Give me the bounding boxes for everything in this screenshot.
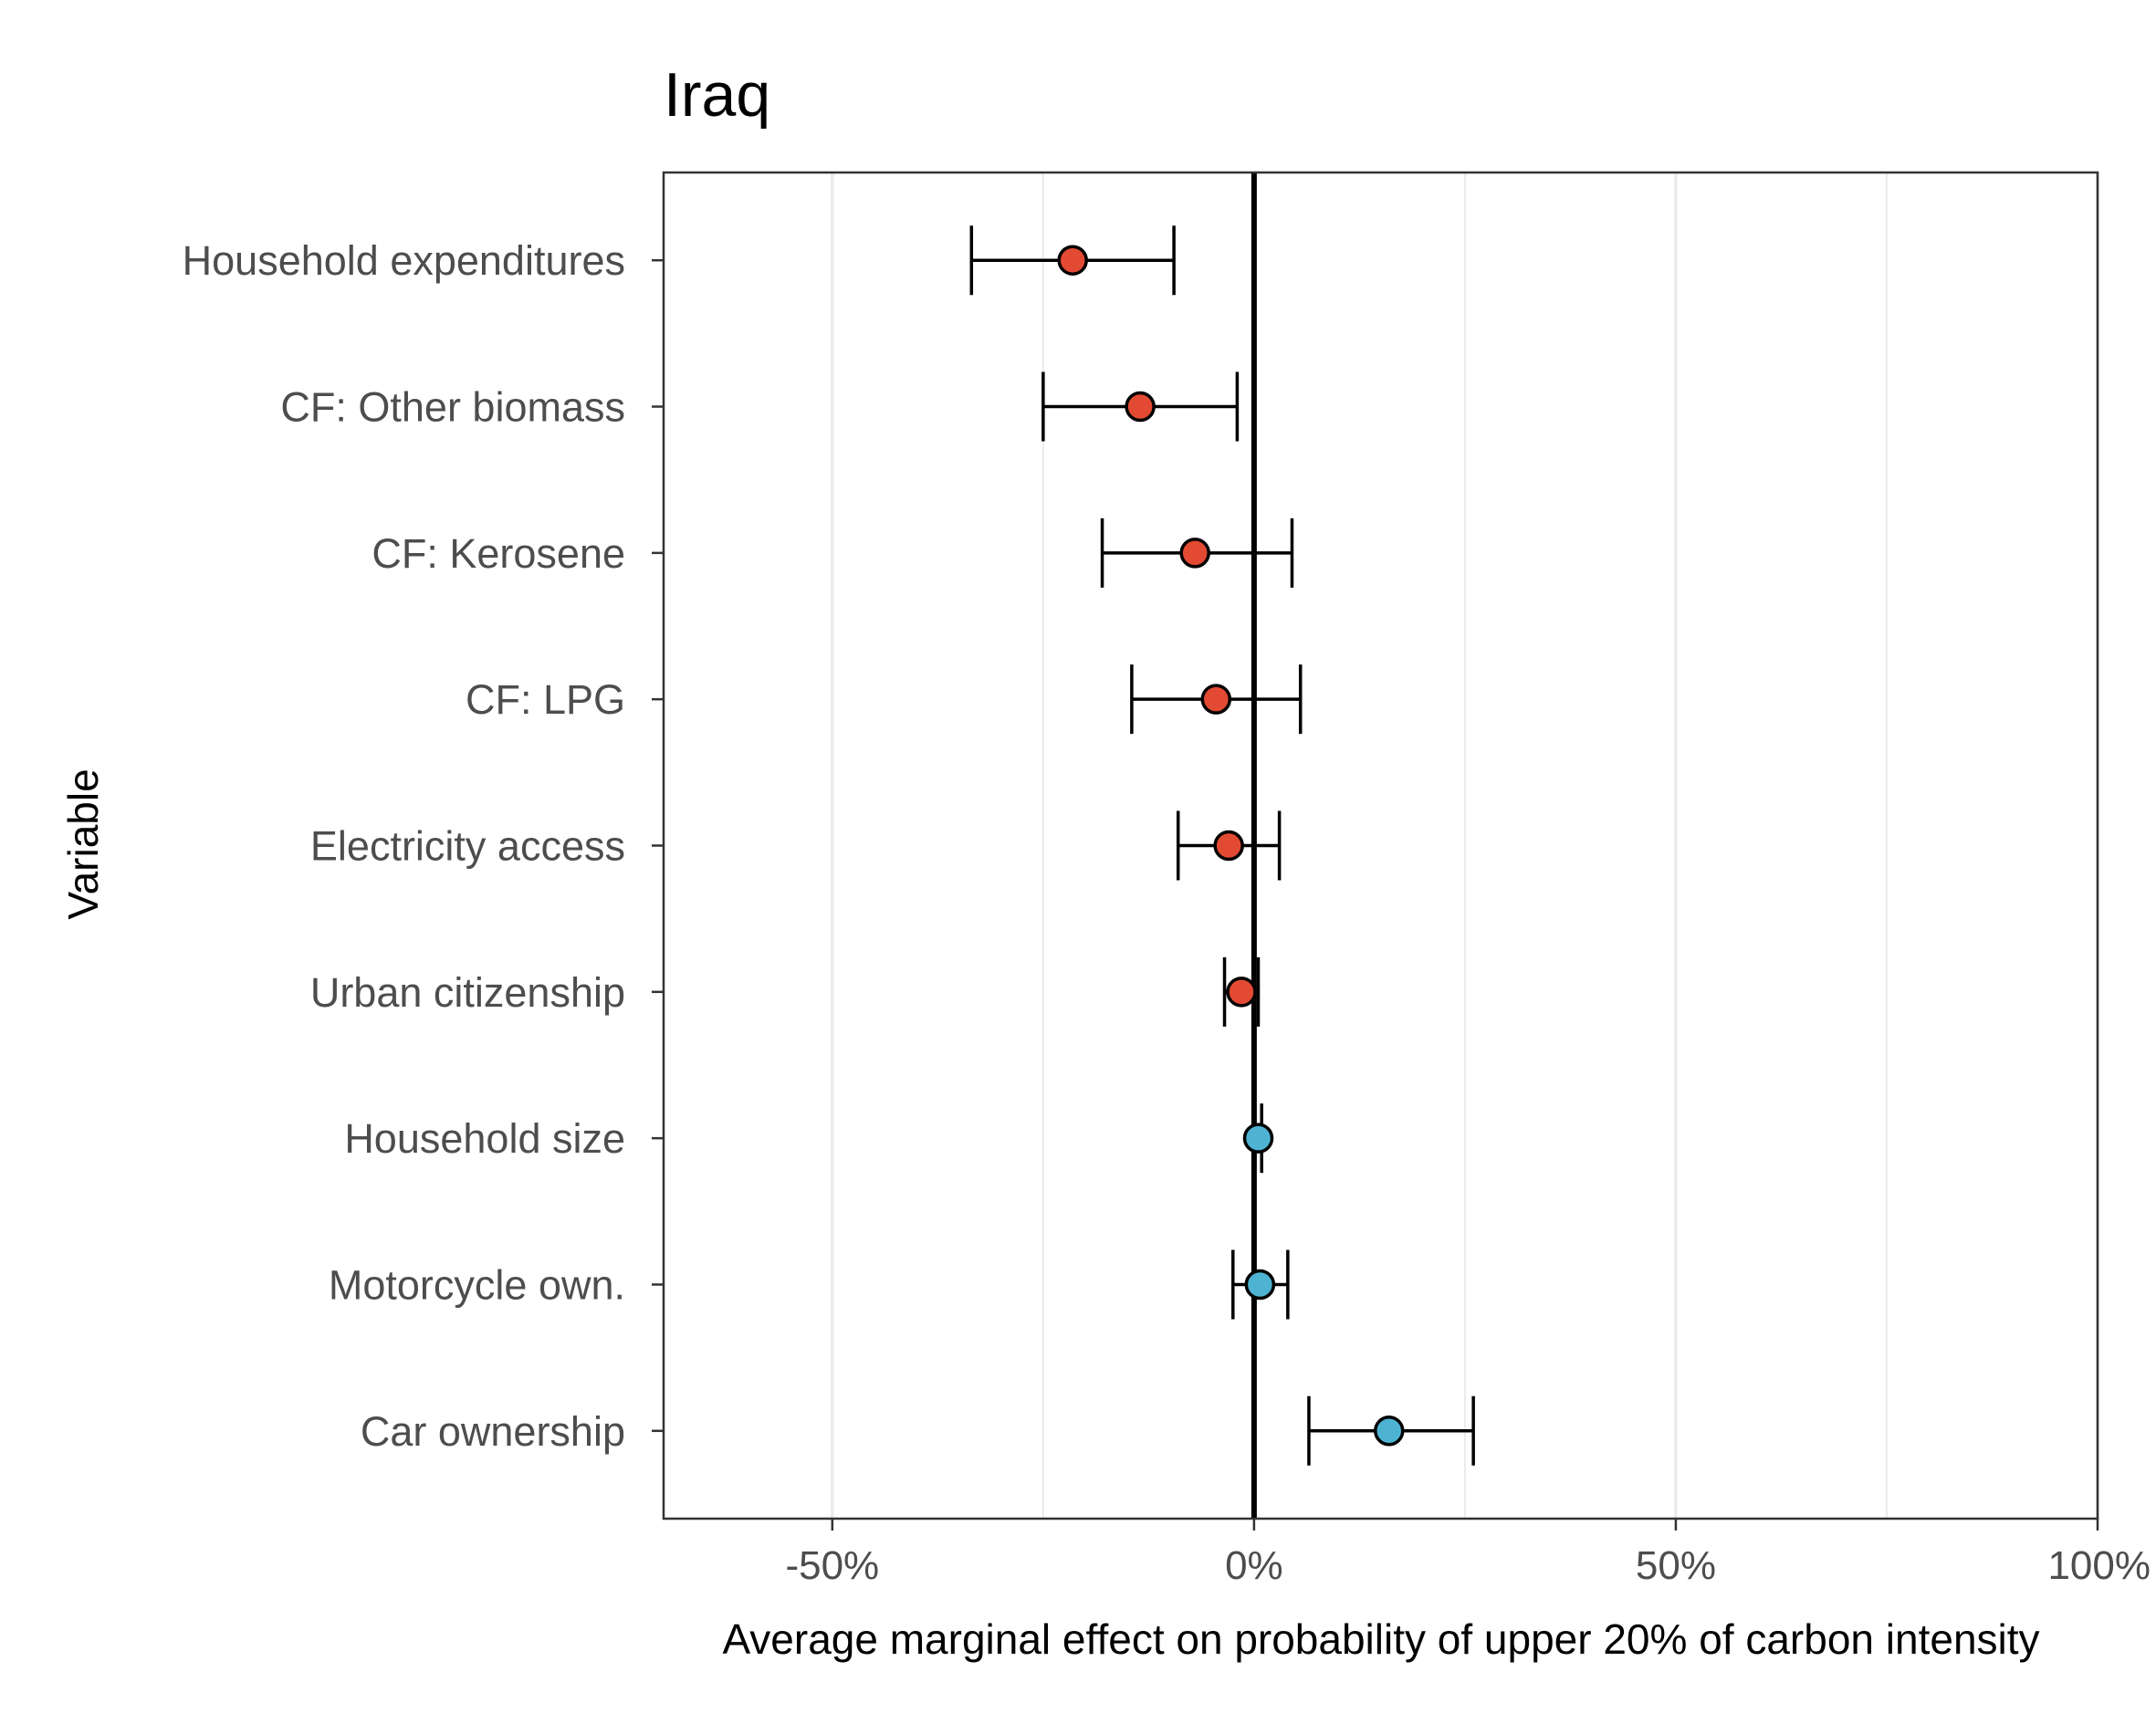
y-tick-label: Motorcycle own.	[329, 1261, 625, 1308]
y-tick-label: Electricity access	[310, 823, 625, 870]
data-point-group	[1041, 371, 1240, 442]
y-tick-label: Household expenditures	[183, 237, 625, 284]
y-axis: Household expenditures CF: Other biomass C…	[183, 237, 664, 1455]
data-point-group	[1231, 1249, 1290, 1320]
y-tick-label: Household size	[344, 1115, 625, 1162]
y-tick-label: CF: Kerosene	[372, 530, 625, 577]
data-point-group	[969, 225, 1176, 296]
point-estimate	[1057, 245, 1088, 276]
x-tick-label: 50%	[1636, 1543, 1716, 1588]
point-estimate	[1200, 684, 1232, 715]
data-points	[969, 225, 1475, 1466]
data-point-group	[1307, 1395, 1475, 1466]
data-point-group	[1100, 517, 1294, 588]
x-tick-label: -50%	[785, 1543, 879, 1588]
point-estimate	[1226, 977, 1257, 1008]
chart-title: Iraq	[664, 60, 770, 130]
y-tick-label: CF: LPG	[466, 676, 625, 723]
data-point-group	[1242, 1103, 1274, 1174]
y-tick-label: Car ownership	[361, 1408, 625, 1455]
y-tick-label: CF: Other biomass	[280, 384, 625, 431]
point-estimate	[1373, 1416, 1405, 1447]
point-estimate	[1213, 830, 1244, 862]
data-point-group	[1130, 664, 1303, 735]
x-tick-label: 100%	[2047, 1543, 2151, 1588]
point-estimate	[1179, 538, 1210, 569]
y-tick-label: Urban citizenship	[310, 969, 625, 1016]
y-axis-label: Variable	[59, 768, 107, 919]
point-estimate	[1242, 1123, 1274, 1154]
x-tick-label: 0%	[1225, 1543, 1283, 1588]
x-axis: -50% 0% 50% 100%	[785, 1519, 2151, 1588]
data-point-group	[1222, 956, 1261, 1027]
point-estimate	[1244, 1269, 1276, 1301]
point-estimate	[1125, 391, 1156, 423]
data-point-group	[1176, 810, 1282, 881]
x-axis-label: Average marginal effect on probability o…	[722, 1615, 2039, 1663]
